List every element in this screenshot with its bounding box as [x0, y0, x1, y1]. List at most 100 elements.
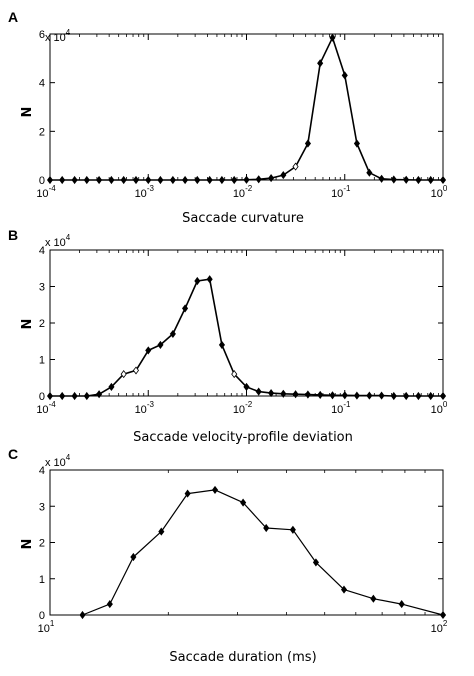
- data-point: [255, 387, 262, 396]
- data-point: [317, 390, 324, 399]
- panel-b-multiplier: x 104: [45, 233, 71, 249]
- data-point: [243, 175, 250, 184]
- data-point: [71, 175, 78, 185]
- data-point: [292, 162, 299, 171]
- data-point: [47, 391, 53, 401]
- data-point: [181, 304, 189, 313]
- y-tick-label: 4: [39, 245, 45, 257]
- x-tick-label: 100: [431, 400, 448, 416]
- data-point: [108, 382, 115, 391]
- data-point: [145, 175, 152, 185]
- data-point: [427, 175, 434, 185]
- data-point: [366, 391, 373, 400]
- data-point: [390, 175, 397, 184]
- panel-a-ylabel: N: [20, 107, 35, 118]
- data-point: [415, 391, 422, 401]
- series-line: [50, 278, 443, 397]
- data-point: [370, 594, 377, 603]
- data-point: [83, 391, 90, 401]
- panel-a-letter: A: [8, 9, 18, 25]
- x-tick-label: 10-3: [135, 184, 155, 200]
- data-point: [353, 139, 361, 148]
- data-point: [439, 391, 447, 401]
- data-point: [95, 175, 103, 185]
- data-point: [108, 175, 115, 185]
- y-tick-label: 0: [39, 391, 45, 403]
- data-point: [181, 175, 189, 185]
- y-tick-label: 1: [39, 355, 45, 367]
- data-point: [353, 391, 361, 400]
- data-point: [231, 175, 238, 185]
- data-point: [415, 175, 422, 185]
- data-point: [158, 527, 165, 536]
- data-point: [280, 389, 287, 398]
- data-point: [341, 71, 348, 80]
- x-tick-label: 100: [431, 184, 448, 200]
- data-point: [184, 489, 191, 498]
- data-point: [439, 610, 447, 620]
- data-point: [263, 523, 270, 533]
- panel-c-letter: C: [8, 446, 18, 462]
- data-point: [130, 552, 137, 562]
- data-point: [132, 366, 139, 375]
- data-point: [312, 558, 320, 567]
- data-point: [59, 175, 66, 185]
- axes-box: [49, 469, 444, 616]
- data-point: [157, 340, 164, 349]
- data-point: [231, 370, 238, 379]
- data-point: [95, 390, 103, 399]
- panel-b-letter: B: [8, 227, 18, 243]
- data-point: [427, 391, 434, 401]
- panel-a-multiplier: x 104: [45, 28, 71, 44]
- panel-b-xlabel: Saccade velocity-profile deviation: [133, 430, 353, 445]
- data-point: [194, 276, 201, 286]
- series-line: [82, 489, 444, 616]
- data-point: [120, 175, 127, 185]
- data-point: [83, 175, 90, 185]
- data-point: [268, 389, 275, 398]
- y-tick-label: 4: [39, 465, 45, 477]
- data-point: [439, 175, 447, 185]
- data-point: [240, 498, 247, 507]
- x-tick-label: 10-1: [331, 400, 351, 416]
- data-point: [280, 171, 287, 180]
- data-point: [206, 175, 213, 185]
- series-line: [50, 36, 443, 181]
- y-tick-label: 4: [39, 78, 45, 90]
- panel-c-multiplier: x 104: [45, 453, 71, 469]
- y-tick-label: 0: [39, 175, 45, 187]
- y-tick-label: 2: [39, 318, 45, 330]
- y-tick-label: 1: [39, 574, 45, 586]
- data-point: [341, 585, 348, 594]
- data-point: [317, 59, 324, 68]
- panel-c-ylabel: N: [20, 539, 35, 550]
- x-tick-label: 10-2: [233, 400, 253, 416]
- data-point: [403, 175, 410, 184]
- data-point: [218, 340, 226, 349]
- data-point: [304, 390, 312, 399]
- data-point: [59, 391, 66, 401]
- data-point: [79, 610, 86, 620]
- data-point: [132, 175, 139, 185]
- y-tick-label: 3: [39, 282, 45, 294]
- x-tick-label: 10-1: [331, 184, 351, 200]
- data-point: [403, 391, 410, 401]
- y-tick-label: 2: [39, 538, 45, 550]
- data-point: [292, 390, 299, 399]
- y-tick-label: 0: [39, 610, 45, 622]
- panel-b-ylabel: N: [20, 319, 35, 330]
- data-point: [366, 168, 373, 177]
- data-point: [47, 175, 53, 185]
- data-point: [378, 174, 385, 183]
- data-point: [289, 525, 296, 534]
- data-point: [329, 391, 336, 400]
- data-point: [157, 175, 164, 185]
- data-point: [243, 382, 250, 391]
